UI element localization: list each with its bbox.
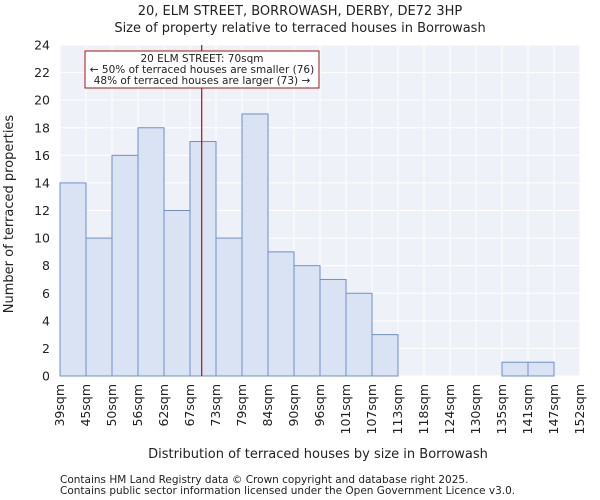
property-annotation: 20 ELM STREET: 70sqm ← 50% of terraced h… xyxy=(84,50,320,89)
x-tick-label: 101sqm xyxy=(338,384,353,434)
y-tick-label: 20 xyxy=(34,93,50,108)
bar-39sqm xyxy=(59,182,87,377)
x-tick-label: 130sqm xyxy=(468,384,483,434)
bar-50sqm xyxy=(111,154,139,377)
x-tick-label: 45sqm xyxy=(78,384,93,427)
x-tick-label: 147sqm xyxy=(546,384,561,434)
chart-title-line2: Size of property relative to terraced ho… xyxy=(114,21,485,36)
bar-135sqm xyxy=(501,361,529,377)
x-tick-label: 113sqm xyxy=(390,384,405,434)
bar-56sqm xyxy=(137,127,165,377)
x-axis-label: Distribution of terraced houses by size … xyxy=(148,447,488,462)
bar-96sqm xyxy=(319,278,347,377)
annotation-label: 20 ELM STREET: 70sqm xyxy=(140,53,263,65)
bar-101sqm xyxy=(345,292,373,377)
x-tick-label: 56sqm xyxy=(130,384,145,427)
x-tick-label: 135sqm xyxy=(494,384,509,434)
x-tick-label: 39sqm xyxy=(52,384,67,427)
x-tick-label: 79sqm xyxy=(234,384,249,427)
y-axis-label: Number of terraced properties xyxy=(2,115,17,314)
y-tick-label: 2 xyxy=(42,341,50,356)
x-tick-label: 73sqm xyxy=(208,384,223,427)
y-tick-label: 22 xyxy=(34,65,50,80)
x-tick-label: 50sqm xyxy=(104,384,119,427)
annotation-smaller: ← 50% of terraced houses are smaller (76… xyxy=(90,64,314,76)
x-tick-label: 152sqm xyxy=(572,384,587,434)
bar-141sqm xyxy=(527,361,555,377)
bar-73sqm xyxy=(215,237,243,377)
y-tick-label: 0 xyxy=(42,369,50,384)
y-tick-label: 8 xyxy=(42,258,50,273)
x-tick-label: 107sqm xyxy=(364,384,379,434)
x-tick-label: 124sqm xyxy=(442,384,457,434)
x-tick-label: 62sqm xyxy=(156,384,171,427)
y-tick-label: 24 xyxy=(34,38,50,53)
y-tick-label: 4 xyxy=(42,313,50,328)
bar-67sqm xyxy=(189,141,217,377)
footer-line1: Contains HM Land Registry data © Crown c… xyxy=(60,474,468,486)
y-tick-label: 6 xyxy=(42,286,50,301)
x-tick-label: 90sqm xyxy=(286,384,301,427)
y-tick-label: 12 xyxy=(34,203,50,218)
bar-84sqm xyxy=(267,251,295,377)
bar-45sqm xyxy=(85,237,113,377)
annotation-box xyxy=(84,50,320,89)
x-tick-labels: 39sqm 45sqm 50sqm 56sqm 62sqm 67sqm 73sqm 79sqm… xyxy=(52,384,587,434)
x-tick-label: 96sqm xyxy=(312,384,327,427)
x-tick-label: 141sqm xyxy=(520,384,535,434)
footer-line2: Contains public sector information licen… xyxy=(60,485,515,497)
bar-62sqm xyxy=(163,210,191,377)
bar-107sqm xyxy=(371,334,399,377)
y-tick-label: 14 xyxy=(34,175,50,190)
x-tick-label: 118sqm xyxy=(416,384,431,434)
x-tick-label: 67sqm xyxy=(182,384,197,427)
chart-title-line1: 20, ELM STREET, BORROWASH, DERBY, DE72 3… xyxy=(138,4,463,19)
bar-90sqm xyxy=(293,265,321,377)
y-tick-label: 18 xyxy=(34,120,50,135)
y-tick-label: 16 xyxy=(34,148,50,163)
y-tick-label: 10 xyxy=(34,231,50,246)
bar-79sqm xyxy=(241,113,269,377)
annotation-larger: 48% of terraced houses are larger (73) → xyxy=(94,75,311,87)
x-tick-label: 84sqm xyxy=(260,384,275,427)
bars xyxy=(59,113,555,377)
